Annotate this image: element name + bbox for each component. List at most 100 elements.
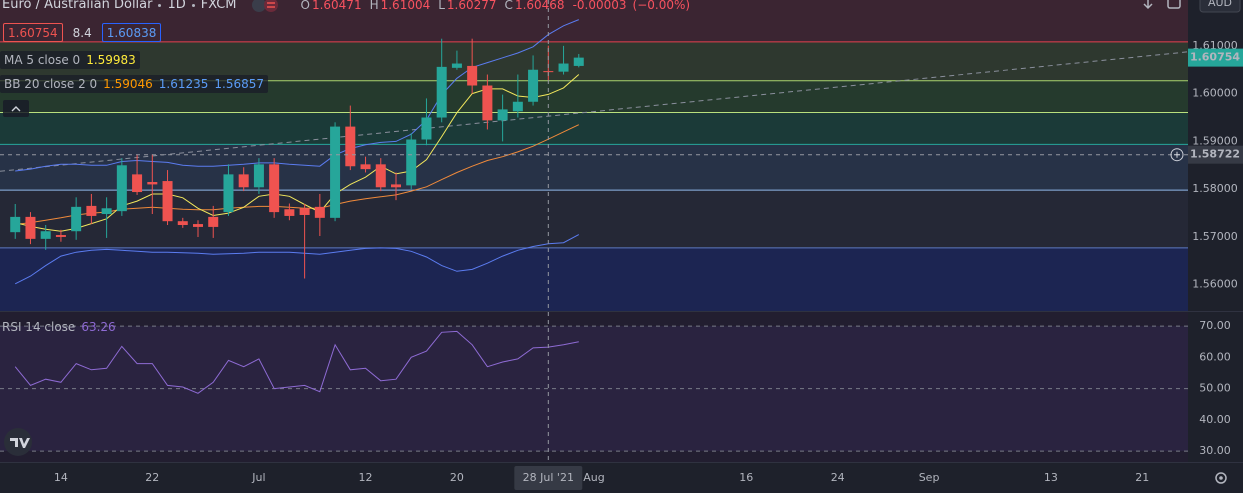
candle-body xyxy=(193,224,203,227)
candle-body xyxy=(436,66,447,118)
symbol: Euro / Australian Dollar xyxy=(2,0,153,12)
x-tick-label: 13 xyxy=(1044,471,1058,484)
rsi-name: RSI 14 close xyxy=(2,320,76,334)
last-price: 1.60754 xyxy=(1190,51,1240,64)
zone xyxy=(0,0,1188,42)
crosshair-price: 1.58722 xyxy=(1190,148,1240,161)
crosshair-date: 28 Jul '21 xyxy=(523,471,574,484)
candle-body xyxy=(25,216,36,239)
x-tick-label: Aug xyxy=(583,471,604,484)
bid[interactable]: 1.60754 xyxy=(3,23,63,42)
candle-body xyxy=(406,139,417,186)
download-icon[interactable] xyxy=(1143,0,1153,10)
quote-row: 1.60754 8.4 1.60838 xyxy=(3,23,162,42)
bb-name: BB 20 close 2 0 xyxy=(4,77,98,91)
ohlc-value: 1.60471 xyxy=(311,0,362,12)
candle-body xyxy=(208,216,219,227)
zones xyxy=(0,0,1188,311)
candle-body xyxy=(299,208,310,215)
candle-body xyxy=(162,181,173,222)
bb-lower xyxy=(14,234,580,285)
candle-body xyxy=(223,174,234,213)
candle-body xyxy=(573,57,584,66)
ohlc-label: H xyxy=(369,0,379,12)
spread: 8.4 xyxy=(72,25,92,40)
candle-body xyxy=(512,101,523,112)
currency-box[interactable] xyxy=(1199,0,1241,13)
status-icons xyxy=(251,0,278,12)
trendline xyxy=(0,51,1189,172)
interval: 1D xyxy=(167,0,186,12)
candle-body xyxy=(86,205,97,216)
candle-body xyxy=(558,63,569,72)
candle-body xyxy=(451,63,462,68)
x-tick-label: 16 xyxy=(739,471,753,484)
bb-legend: BB 20 close 2 0 1.59046 1.61235 1.56857 xyxy=(0,75,269,93)
candle-body xyxy=(101,208,112,215)
ohlc-value: 1.60277 xyxy=(446,0,497,12)
candle-body xyxy=(345,126,356,167)
x-tick-label: Jul xyxy=(251,471,265,484)
x-tick-label: Sep xyxy=(919,471,940,484)
symbol-header: Euro / Australian Dollar 1D FXCM O 1.6047… xyxy=(2,0,690,13)
y-tick-label: 1.60000 xyxy=(1192,87,1238,100)
ma-value: 1.59983 xyxy=(86,53,136,67)
candle-body xyxy=(10,216,21,233)
rsi-tick-label: 70.00 xyxy=(1199,319,1231,332)
candle-body xyxy=(147,182,158,185)
y-tick-label: 1.59000 xyxy=(1192,134,1238,147)
crosshair-price-box xyxy=(1188,145,1243,164)
add-alert-plus xyxy=(1174,151,1180,158)
candle-body xyxy=(55,235,66,237)
x-tick-label: 20 xyxy=(450,471,464,484)
candle-body xyxy=(253,164,264,188)
x-tick-label: 14 xyxy=(54,471,68,484)
candle-body xyxy=(40,231,51,239)
x-tick-label: 21 xyxy=(1135,471,1149,484)
x-tick-label: 12 xyxy=(359,471,373,484)
bb-upper xyxy=(15,19,579,172)
candle-body xyxy=(284,209,295,216)
collapse-button[interactable] xyxy=(3,100,29,117)
fullscreen-icon[interactable] xyxy=(1167,0,1181,9)
bb-upper-value: 1.61235 xyxy=(158,77,209,91)
zone xyxy=(0,41,1188,81)
candle-body xyxy=(467,65,478,86)
ohlc-value: 1.61004 xyxy=(380,0,431,12)
rsi-tick-label: 50.00 xyxy=(1199,382,1231,395)
ohlc-values: O 1.60471 H 1.61004 L 1.60277 C 1.60468 -0.00003… xyxy=(301,0,691,13)
candle-body xyxy=(132,174,143,193)
change: -0.00003 xyxy=(572,0,627,12)
bb-lower-value: 1.56857 xyxy=(214,77,265,91)
candle-body xyxy=(116,165,127,212)
last-price-box xyxy=(1188,48,1243,67)
candle-body xyxy=(71,206,82,232)
candle-body xyxy=(543,71,554,73)
settings-icon[interactable] xyxy=(1215,472,1227,484)
zone xyxy=(0,190,1188,248)
candle-body xyxy=(177,221,188,226)
y-tick-label: 1.57000 xyxy=(1192,230,1238,243)
ohlc-label: L xyxy=(438,0,445,12)
candle-body xyxy=(314,206,325,218)
separator xyxy=(191,3,195,7)
candle-body xyxy=(238,174,249,188)
change-percent: (−0.00%) xyxy=(632,0,691,12)
candle-body xyxy=(497,109,508,121)
ask[interactable]: 1.60838 xyxy=(101,23,162,42)
tv-logo xyxy=(4,428,32,456)
x-tick-label: 24 xyxy=(831,471,845,484)
candle-body xyxy=(528,69,539,102)
rsi-legend: RSI 14 close 63.26 xyxy=(2,319,116,335)
zone xyxy=(0,144,1188,191)
candle-body xyxy=(330,126,341,218)
separator xyxy=(158,3,162,7)
chevron-icon xyxy=(11,105,21,111)
add-alert-icon[interactable] xyxy=(1170,148,1184,162)
currency: AUD xyxy=(1208,0,1232,9)
crosshair-date-box xyxy=(514,466,583,490)
exchange: FXCM xyxy=(200,0,237,12)
rsi-value: 63.26 xyxy=(81,320,116,334)
rsi-tick-label: 30.00 xyxy=(1199,444,1231,457)
